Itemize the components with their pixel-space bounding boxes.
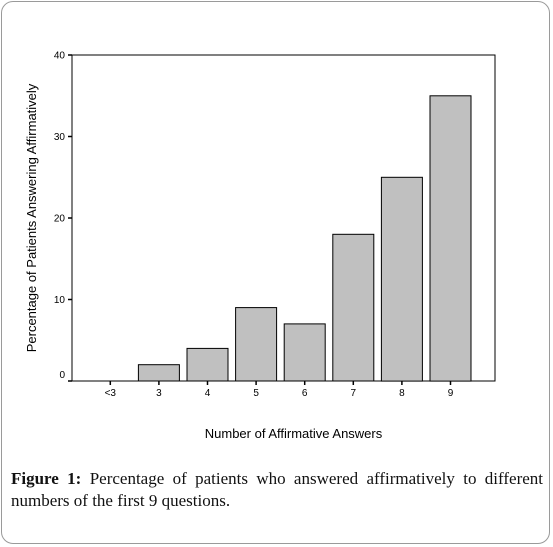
- x-axis-title: Number of Affirmative Answers: [205, 426, 383, 441]
- x-tick-label: 5: [253, 388, 259, 399]
- y-axis-title: Percentage of Patients Answering Affirma…: [24, 83, 39, 352]
- y-tick-label: 40: [54, 51, 66, 62]
- y-axis-ticks: 0 10 20 30 40: [54, 51, 72, 382]
- y-tick-label: 30: [54, 132, 66, 143]
- bar-9: [429, 95, 472, 382]
- y-tick-label: 10: [54, 295, 66, 306]
- x-tick-label: <3: [105, 388, 117, 399]
- x-tick-label: 8: [399, 388, 405, 399]
- figure-label: Figure 1:: [11, 469, 82, 488]
- plot-area: 0 10 20 30 40 <3 3 4 5 6 7 8 9: [54, 51, 496, 399]
- x-tick-label: 7: [351, 388, 357, 399]
- x-tick-label: 4: [205, 388, 211, 399]
- x-axis-ticks: <3 3 4 5 6 7 8 9: [105, 381, 454, 399]
- bar-chart: 0 10 20 30 40 <3 3 4 5 6 7 8 9 Percentage of Patien…: [24, 51, 496, 441]
- bar-8: [380, 176, 423, 382]
- bar-7: [332, 233, 375, 382]
- y-tick-label: 0: [59, 370, 65, 381]
- figure-caption-text: Percentage of patients who answered affi…: [11, 469, 544, 510]
- bar-3: [137, 364, 180, 382]
- x-tick-label: 9: [448, 388, 454, 399]
- bar-5: [235, 307, 278, 382]
- x-tick-label: 6: [302, 388, 308, 399]
- bars: [137, 95, 472, 382]
- x-tick-label: 3: [156, 388, 162, 399]
- y-tick-label: 20: [54, 214, 66, 225]
- figure-caption: Figure 1: Percentage of patients who ans…: [11, 468, 543, 512]
- bar-4: [186, 347, 229, 382]
- bar-6: [283, 323, 326, 382]
